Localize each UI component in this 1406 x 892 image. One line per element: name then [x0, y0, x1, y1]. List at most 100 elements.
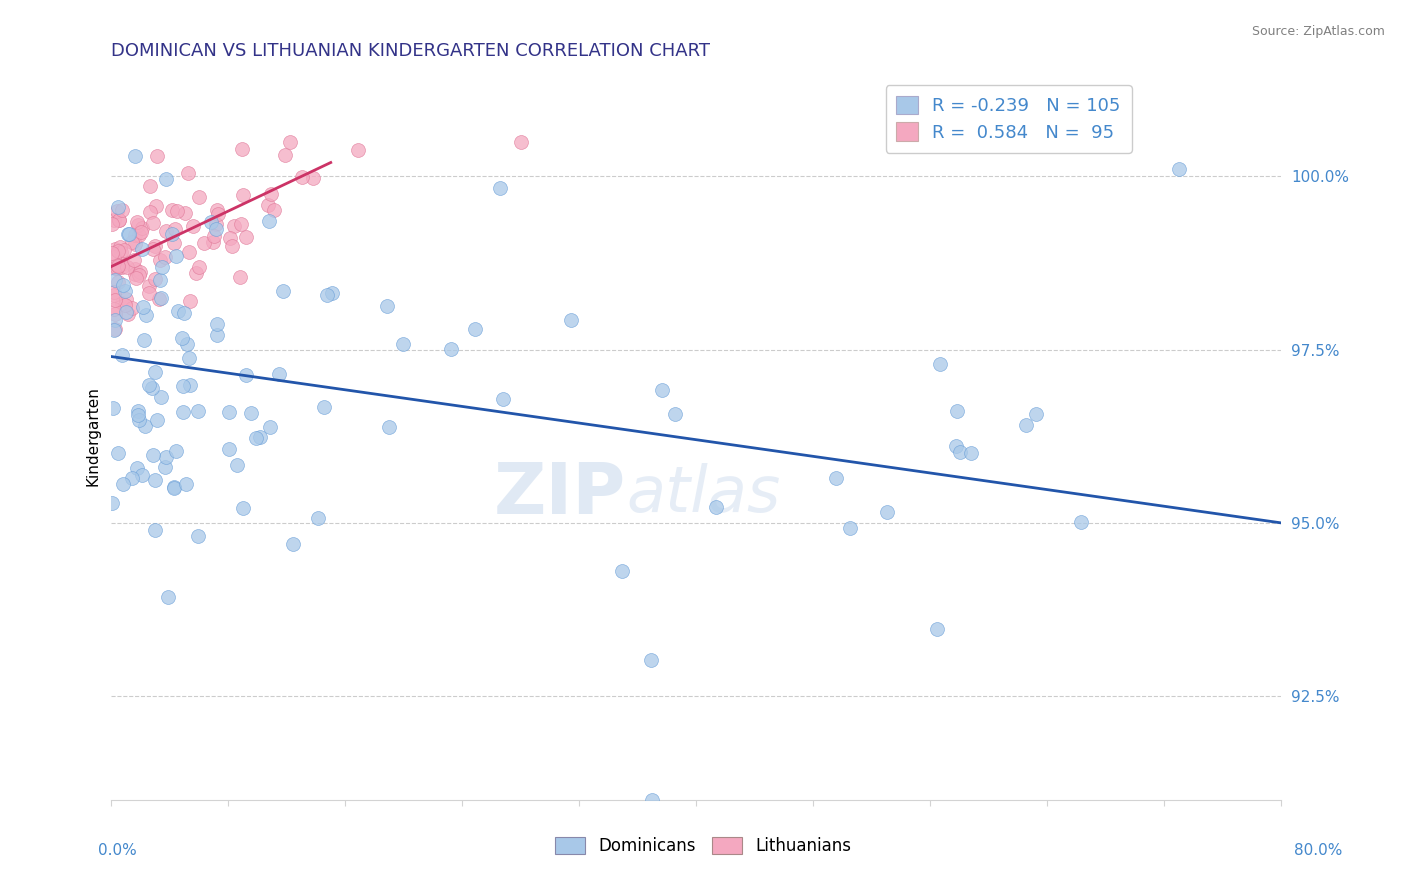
Point: [307, 511, 329, 525]
Point: [129, 265, 152, 279]
Legend: Dominicans, Lithuanians: Dominicans, Lithuanians: [548, 830, 858, 862]
Point: [283, 537, 305, 551]
Text: atlas: atlas: [626, 464, 780, 525]
Point: [124, 228, 146, 243]
Point: [235, 230, 257, 244]
Point: [156, 590, 179, 604]
Point: [110, 257, 132, 271]
Point: [929, 357, 952, 371]
Point: [271, 284, 294, 298]
Point: [110, 244, 132, 259]
Point: [232, 187, 254, 202]
Point: [141, 381, 163, 395]
Point: [664, 407, 686, 421]
Point: [134, 419, 156, 434]
Point: [838, 521, 860, 535]
Point: [610, 564, 633, 578]
Point: [205, 202, 228, 217]
Point: [1167, 162, 1189, 177]
Point: [1025, 408, 1047, 422]
Point: [321, 285, 343, 300]
Point: [249, 430, 271, 444]
Point: [945, 404, 967, 418]
Text: DOMINICAN VS LITHUANIAN KINDERGARTEN CORRELATION CHART: DOMINICAN VS LITHUANIAN KINDERGARTEN COR…: [111, 42, 710, 60]
Point: [377, 420, 399, 434]
Point: [302, 170, 325, 185]
Point: [131, 242, 153, 256]
Point: [105, 261, 128, 276]
Point: [560, 313, 582, 327]
Point: [121, 301, 143, 315]
Point: [124, 261, 146, 276]
Point: [107, 258, 129, 272]
Point: [177, 245, 200, 260]
Point: [927, 623, 949, 637]
Point: [145, 149, 167, 163]
Point: [104, 322, 127, 336]
Point: [128, 227, 150, 242]
Point: [127, 409, 149, 423]
Point: [141, 216, 163, 230]
Point: [114, 284, 136, 298]
Point: [111, 347, 134, 361]
Point: [239, 406, 262, 420]
Point: [347, 143, 370, 157]
Point: [876, 505, 898, 519]
Point: [142, 448, 165, 462]
Point: [179, 351, 201, 365]
Point: [127, 218, 149, 232]
Point: [111, 476, 134, 491]
Point: [107, 201, 129, 215]
Point: [959, 445, 981, 459]
Point: [231, 217, 253, 231]
Point: [132, 300, 155, 314]
Point: [162, 227, 184, 241]
Point: [117, 227, 139, 241]
Point: [138, 377, 160, 392]
Point: [104, 273, 127, 287]
Point: [103, 302, 125, 317]
Point: [188, 190, 211, 204]
Point: [263, 202, 285, 217]
Point: [115, 305, 138, 319]
Point: [509, 135, 531, 149]
Point: [187, 260, 209, 274]
Point: [1015, 417, 1038, 432]
Point: [375, 299, 398, 313]
Point: [278, 135, 301, 149]
Point: [111, 260, 134, 274]
Point: [259, 214, 281, 228]
Point: [103, 323, 125, 337]
Point: [949, 445, 972, 459]
Point: [148, 292, 170, 306]
Point: [205, 222, 228, 236]
Point: [104, 260, 127, 275]
Point: [274, 148, 297, 162]
Point: [314, 401, 336, 415]
Point: [219, 231, 242, 245]
Point: [122, 253, 145, 268]
Point: [177, 166, 200, 180]
Y-axis label: Kindergarten: Kindergarten: [86, 386, 100, 486]
Point: [143, 473, 166, 487]
Point: [231, 142, 253, 156]
Point: [1070, 515, 1092, 529]
Point: [187, 529, 209, 543]
Point: [111, 202, 134, 217]
Point: [464, 322, 486, 336]
Point: [101, 401, 124, 416]
Point: [222, 219, 245, 234]
Point: [245, 432, 267, 446]
Point: [143, 272, 166, 286]
Point: [155, 172, 177, 186]
Point: [124, 148, 146, 162]
Point: [163, 481, 186, 495]
Point: [163, 480, 186, 494]
Point: [117, 307, 139, 321]
Point: [111, 296, 134, 310]
Point: [176, 337, 198, 351]
Point: [103, 285, 125, 299]
Point: [205, 327, 228, 342]
Point: [440, 342, 463, 356]
Point: [166, 304, 188, 318]
